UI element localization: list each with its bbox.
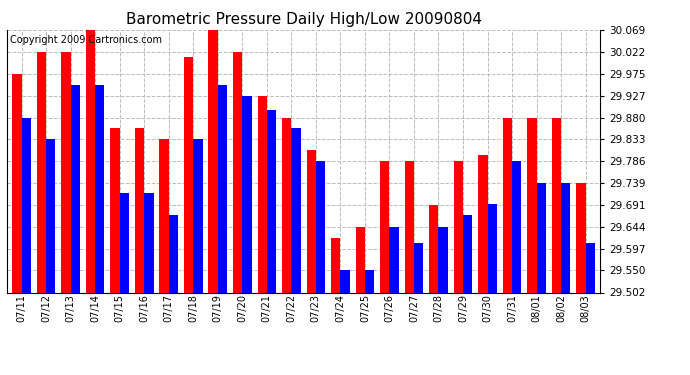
Bar [438, 227, 448, 292]
Bar [208, 30, 218, 292]
Bar [404, 161, 414, 292]
Bar [488, 204, 497, 292]
Title: Barometric Pressure Daily High/Low 20090804: Barometric Pressure Daily High/Low 20090… [126, 12, 482, 27]
Bar [257, 96, 267, 292]
Bar [355, 227, 365, 292]
Bar [365, 270, 374, 292]
Bar [380, 161, 389, 292]
Bar [478, 154, 488, 292]
Bar [70, 85, 80, 292]
Bar [86, 30, 95, 292]
Bar [537, 183, 546, 292]
Bar [144, 194, 154, 292]
Bar [95, 85, 104, 292]
Bar [267, 110, 276, 292]
Bar [218, 85, 227, 292]
Bar [576, 183, 586, 292]
Bar [184, 57, 193, 292]
Bar [512, 161, 522, 292]
Bar [110, 128, 119, 292]
Bar [503, 117, 512, 292]
Bar [552, 117, 561, 292]
Bar [586, 243, 595, 292]
Bar [282, 117, 291, 292]
Bar [233, 52, 242, 292]
Text: Copyright 2009 Cartronics.com: Copyright 2009 Cartronics.com [10, 35, 162, 45]
Bar [135, 128, 144, 292]
Bar [12, 74, 21, 292]
Bar [46, 139, 55, 292]
Bar [527, 117, 537, 292]
Bar [306, 150, 316, 292]
Bar [453, 161, 463, 292]
Bar [242, 96, 252, 292]
Bar [429, 205, 438, 292]
Bar [561, 183, 571, 292]
Bar [159, 139, 169, 292]
Bar [193, 139, 203, 292]
Bar [389, 227, 399, 292]
Bar [119, 194, 129, 292]
Bar [37, 52, 46, 292]
Bar [291, 128, 301, 292]
Bar [21, 117, 31, 292]
Bar [61, 52, 70, 292]
Bar [169, 215, 178, 292]
Bar [331, 238, 340, 292]
Bar [316, 161, 325, 292]
Bar [340, 270, 350, 292]
Bar [463, 215, 472, 292]
Bar [414, 243, 423, 292]
